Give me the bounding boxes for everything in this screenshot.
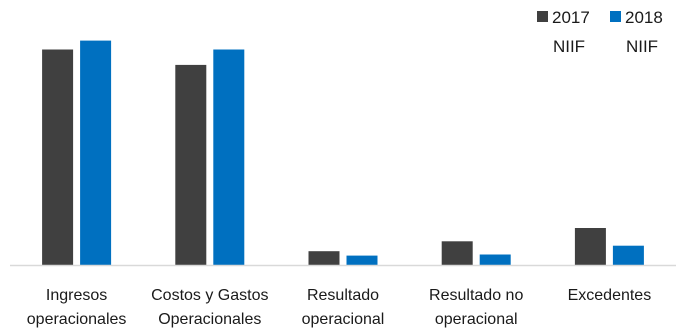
x-tick-label-3-line-2: operacional <box>302 311 385 328</box>
legend-label-2-line-1: 2018 <box>625 8 663 27</box>
bar-2-1 <box>80 40 112 266</box>
bar-1-3 <box>308 251 340 266</box>
legend-label-1-line-1: 2017 <box>552 8 590 27</box>
x-tick-label-4-line-2: operacional <box>435 311 518 328</box>
x-tick-label-5-line-1: Excedentes <box>568 287 652 304</box>
legend-swatch-1 <box>537 11 548 22</box>
x-tick-label-4-line-1: Resultado no <box>429 287 523 304</box>
bar-2-5 <box>612 245 644 266</box>
bar-1-5 <box>574 228 606 266</box>
x-tick-label-2-line-1: Costos y Gastos <box>151 287 268 304</box>
x-axis-labels: Ingresos operacionales Costos y Gastos Oper… <box>27 287 651 328</box>
bar-1-4 <box>441 241 473 266</box>
x-tick-label-1-line-1: Ingresos <box>46 287 107 304</box>
x-tick-label-2-line-2: Operacionales <box>158 311 261 328</box>
bar-2-2 <box>213 49 245 266</box>
bar-2-3 <box>346 255 378 266</box>
legend-swatch-2 <box>610 11 621 22</box>
x-tick-label-1-line-2: operacionales <box>27 311 127 328</box>
x-tick-label-3-line-1: Resultado <box>307 287 379 304</box>
bar-2-4 <box>479 254 511 266</box>
bar-1-2 <box>175 64 207 266</box>
legend: 2017 NIIF 2018 NIIF <box>537 8 663 56</box>
legend-label-2-line-2: NIIF <box>626 37 658 56</box>
bars-group <box>42 40 644 266</box>
legend-label-1-line-2: NIIF <box>553 37 585 56</box>
bar-1-1 <box>42 49 74 266</box>
